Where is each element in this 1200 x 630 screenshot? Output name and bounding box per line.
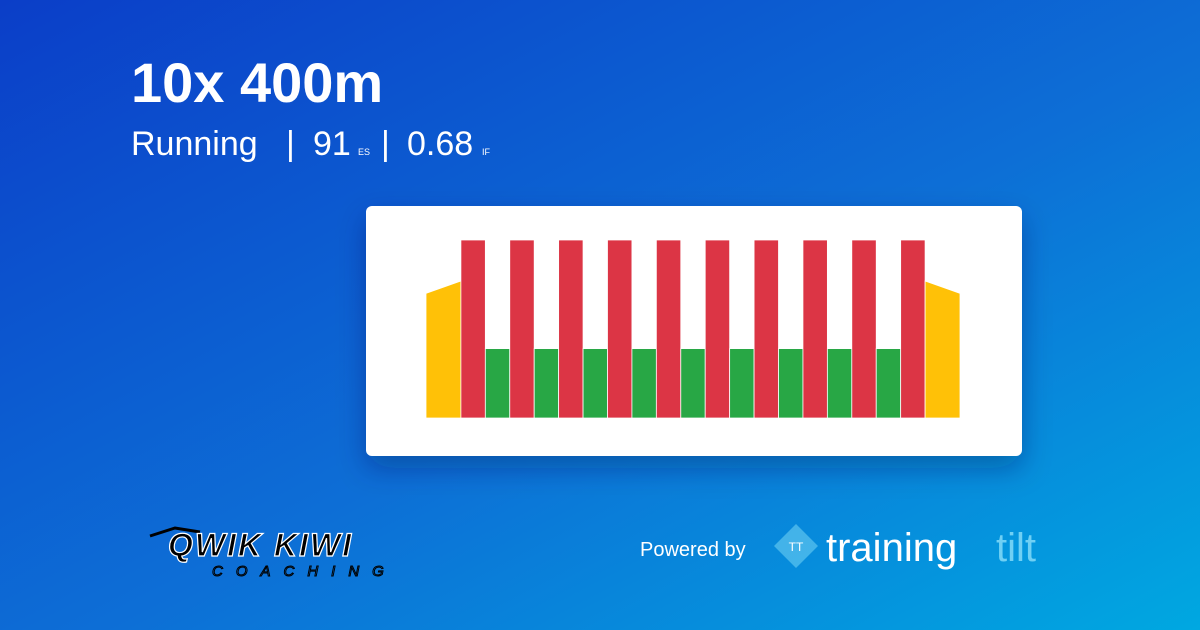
coach-logo: QWIK KIWI COACHING — [149, 526, 397, 581]
title: 10x 400m — [131, 51, 383, 114]
workout-step — [655, 239, 682, 419]
separator: | — [286, 125, 295, 163]
workout-step — [509, 239, 535, 419]
workout-chart — [425, 239, 961, 419]
workout-step — [680, 348, 706, 419]
sport: Running — [131, 125, 258, 163]
workout-step — [425, 280, 462, 419]
brand-first: training — [826, 526, 957, 570]
workout-step — [704, 239, 731, 419]
workout-step — [802, 239, 828, 419]
workout-step — [484, 348, 511, 419]
stress-unit: ES — [358, 147, 370, 157]
workout-step — [924, 280, 961, 419]
workout-step — [778, 348, 804, 419]
brand-icon: TT — [789, 540, 804, 554]
intensity-unit: IF — [482, 147, 491, 157]
workout-step — [753, 239, 779, 419]
workout-step — [851, 239, 877, 419]
logo-swoosh — [149, 526, 201, 538]
workout-step — [607, 239, 633, 419]
coach-name: QWIK KIWI — [168, 527, 353, 563]
workout-step — [631, 348, 657, 419]
stress-score: 91 — [313, 125, 351, 163]
workout-step — [558, 239, 584, 419]
workout-step — [582, 348, 608, 419]
coach-tagline: COACHING — [212, 563, 397, 580]
brand-logo: TT training tilt — [774, 524, 1036, 570]
workout-step — [729, 348, 755, 419]
workout-step — [900, 239, 926, 419]
separator: | — [381, 125, 390, 163]
workout-step — [533, 348, 560, 419]
brand-icon-shape — [774, 524, 818, 568]
brand-second: tilt — [996, 526, 1036, 570]
workout-step — [460, 239, 486, 419]
powered-by: Powered by — [640, 539, 746, 561]
workout-step — [875, 348, 902, 419]
intensity-factor: 0.68 — [407, 125, 473, 163]
workout-step — [826, 348, 853, 419]
